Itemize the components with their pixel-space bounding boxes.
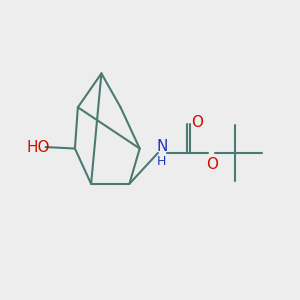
Text: H: H: [157, 155, 167, 168]
Text: N: N: [156, 139, 167, 154]
Text: O: O: [206, 157, 218, 172]
Text: HO: HO: [26, 140, 50, 154]
Text: O: O: [191, 115, 203, 130]
